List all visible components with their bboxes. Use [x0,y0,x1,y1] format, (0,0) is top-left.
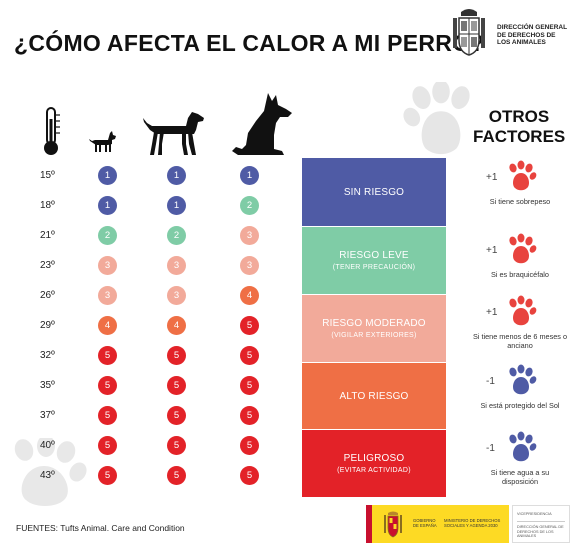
paw-icon [509,295,537,326]
coat-of-arms-icon [453,9,485,56]
risk-dot-small: 3 [98,286,117,305]
paw-icon [509,364,537,395]
thermometer-icon [44,107,60,155]
risk-dot-medium: 5 [167,406,186,425]
risk-level-3: RIESGO MODERADO (VIGILAR EXTERIORES) [302,295,446,362]
ministry-label: MINISTERIO DE DERECHOS SOCIALES Y AGENDA… [444,518,501,528]
temperature-label: 18º [40,200,55,211]
vicepresidency-logo: VICEPRESIDENCIA DIRECCIÓN GENERAL DE DER… [512,505,570,543]
flag-stripe [366,505,372,543]
risk-dot-small: 2 [98,226,117,245]
risk-level-1: SIN RIESGO [302,158,446,226]
risk-dot-small: 5 [98,376,117,395]
medium-dog-icon [143,112,204,155]
small-dog-icon [89,131,116,152]
risk-dot-large: 3 [240,256,259,275]
source-note: FUENTES: Tufts Animal. Care and Conditio… [16,523,185,533]
paw-icon [509,233,537,264]
paw-icon [509,431,537,462]
large-dog-icon [232,93,292,155]
risk-dot-small: 1 [98,166,117,185]
risk-dot-large: 5 [240,376,259,395]
risk-dot-medium: 4 [167,316,186,335]
factor-value: +1 [486,172,498,183]
risk-dot-medium: 3 [167,286,186,305]
risk-level-4: ALTO RIESGO [302,363,446,429]
factor-value: -1 [486,443,495,454]
factor-text: Si está protegido del Sol [480,401,560,410]
risk-dot-medium: 5 [167,436,186,455]
risk-dot-medium: 3 [167,256,186,275]
temperature-label: 37º [40,410,55,421]
risk-dot-medium: 2 [167,226,186,245]
risk-dot-large: 1 [240,166,259,185]
risk-dot-large: 3 [240,226,259,245]
decorative-paw-icon [403,82,470,155]
factor-value: -1 [486,376,495,387]
risk-dot-small: 5 [98,466,117,485]
gov-label: GOBIERNO DE ESPAÑA [413,518,437,528]
risk-dot-large: 5 [240,316,259,335]
government-logo: GOBIERNO DE ESPAÑA MINISTERIO DE DERECHO… [366,505,509,543]
risk-dot-small: 3 [98,256,117,275]
page-title: ¿CÓMO AFECTA EL CALOR A MI PERRO? [14,30,485,56]
risk-dot-large: 5 [240,406,259,425]
risk-dot-large: 5 [240,346,259,365]
risk-dot-medium: 5 [167,346,186,365]
risk-dot-medium: 1 [167,166,186,185]
temperature-label: 32º [40,350,55,361]
temperature-label: 35º [40,380,55,391]
temperature-label: 21º [40,230,55,241]
risk-dot-large: 5 [240,466,259,485]
dg-label: DIRECCIÓN GENERAL DE DERECHOS DE LOS ANI… [497,24,568,46]
otros-factores-heading: OTROS FACTORES [473,107,566,146]
risk-level-5: PELIGROSO (EVITAR ACTIVIDAD) [302,430,446,497]
risk-dot-small: 5 [98,406,117,425]
risk-dot-small: 5 [98,346,117,365]
temperature-label: 26º [40,290,55,301]
factor-text: Si tiene sobrepeso [489,197,551,206]
temperature-label: 40º [40,440,55,451]
risk-dot-large: 5 [240,436,259,455]
risk-dot-large: 2 [240,196,259,215]
risk-level-2: RIESGO LEVE (TENER PRECAUCIÓN) [302,227,446,294]
temperature-label: 29º [40,320,55,331]
risk-dot-large: 4 [240,286,259,305]
risk-dot-small: 4 [98,316,117,335]
risk-dot-small: 1 [98,196,117,215]
temperature-label: 15º [40,170,55,181]
decorative-paw-icon [14,438,87,506]
risk-dot-medium: 5 [167,376,186,395]
temperature-label: 23º [40,260,55,271]
temperature-label: 43º [40,470,55,481]
risk-dot-medium: 1 [167,196,186,215]
factor-text: Si tiene menos de 6 meses o anciano [472,332,568,350]
risk-dot-medium: 5 [167,466,186,485]
coat-of-arms-icon [384,511,402,538]
factor-text: Si tiene agua a su disposición [490,468,550,486]
paw-icon [509,160,537,191]
factor-value: +1 [486,307,498,318]
factor-text: Si es braquicéfalo [490,270,549,279]
factor-value: +1 [486,245,498,256]
risk-dot-small: 5 [98,436,117,455]
